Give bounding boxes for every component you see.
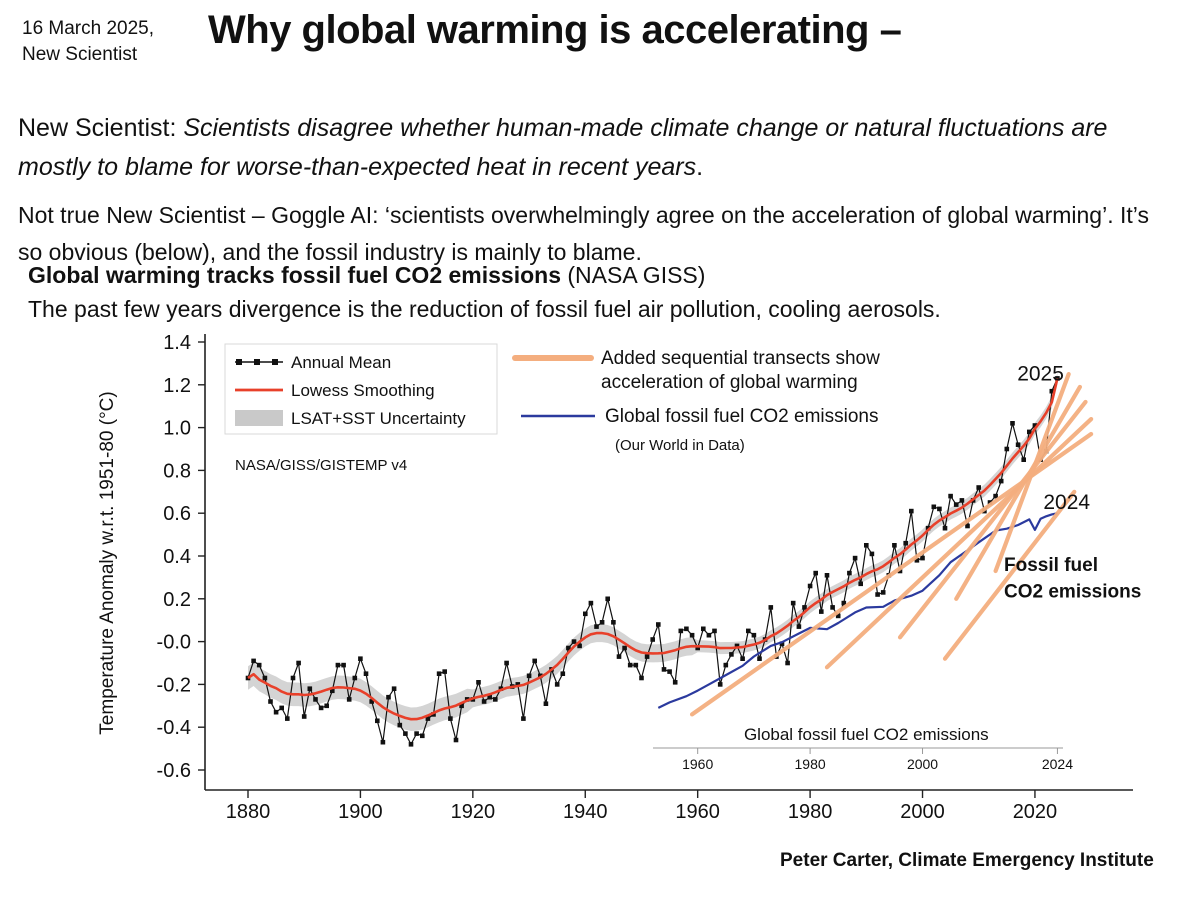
- svg-text:0.6: 0.6: [163, 503, 191, 525]
- source-label: NASA/GISS/GISTEMP v4: [235, 457, 407, 474]
- svg-text:1940: 1940: [563, 801, 608, 823]
- svg-text:1960: 1960: [682, 756, 713, 772]
- chart-subtitle: The past few years divergence is the red…: [28, 296, 941, 322]
- lowess-series: [247, 378, 1059, 721]
- svg-text:-0.4: -0.4: [157, 717, 191, 739]
- svg-text:0.8: 0.8: [163, 460, 191, 482]
- svg-text:Annual Mean: Annual Mean: [291, 353, 391, 372]
- temperature-co2-chart: 1.4 1.2 1.0 0.8 0.6 0.4 0.2 -0.0 -0.2 -0.4 -0.6 188…: [97, 332, 1141, 823]
- co2-line-label: Fossil fuel: [1004, 555, 1098, 576]
- page-title: Why global warming is accelerating –: [208, 8, 902, 52]
- chart-heading-bold: Global warming tracks fossil fuel CO2 em…: [28, 262, 561, 288]
- svg-text:Lowess Smoothing: Lowess Smoothing: [291, 381, 435, 400]
- inner-emissions-axis: 1960 1980 2000 2024 Global fossil fuel CO2 e…: [653, 725, 1073, 772]
- svg-text:-0.0: -0.0: [157, 632, 191, 654]
- svg-text:1980: 1980: [788, 801, 833, 823]
- svg-text:1960: 1960: [675, 801, 720, 823]
- svg-text:Added sequential transects sho: Added sequential transects show: [601, 348, 880, 369]
- svg-text:0.4: 0.4: [163, 546, 191, 568]
- legend-box: Annual Mean Lowess Smoothing LSAT+SST Unce…: [224, 343, 498, 474]
- overlay-legend: Added sequential transects show accelerat…: [512, 348, 880, 454]
- axes: 1.4 1.2 1.0 0.8 0.6 0.4 0.2 -0.0 -0.2 -0.4 -0.6 188…: [97, 332, 1133, 823]
- footer-credit: Peter Carter, Climate Emergency Institut…: [780, 850, 1154, 871]
- svg-text:-0.6: -0.6: [157, 760, 191, 782]
- chart-heading: Global warming tracks fossil fuel CO2 em…: [28, 262, 705, 289]
- svg-text:LSAT+SST Uncertainty: LSAT+SST Uncertainty: [291, 409, 466, 428]
- source-date-line1: 16 March 2025,: [22, 18, 155, 39]
- quote-end: .: [696, 152, 704, 181]
- svg-text:(Our World in Data): (Our World in Data): [615, 437, 745, 454]
- annotations: 2025 2024 Fossil fuel CO2 emissions: [1004, 363, 1141, 603]
- source-date: 16 March 2025, New Scientist: [22, 16, 154, 67]
- svg-text:1.0: 1.0: [163, 418, 191, 440]
- svg-text:2024: 2024: [1042, 756, 1073, 772]
- svg-text:1920: 1920: [451, 801, 496, 823]
- svg-text:Global fossil fuel CO2 emissio: Global fossil fuel CO2 emissions: [605, 406, 879, 427]
- label-2024: 2024: [1043, 491, 1090, 514]
- co2-series: [657, 512, 1058, 709]
- svg-text:-0.2: -0.2: [157, 674, 191, 696]
- svg-text:1880: 1880: [226, 801, 271, 823]
- svg-text:1.4: 1.4: [163, 332, 191, 354]
- svg-text:1.2: 1.2: [163, 375, 191, 397]
- inner-axis-title: Global fossil fuel CO2 emissions: [744, 725, 989, 744]
- source-date-line2: New Scientist: [22, 43, 138, 65]
- svg-text:1900: 1900: [338, 801, 383, 823]
- quote-italic: Scientists disagree whether human-made c…: [18, 114, 1108, 181]
- svg-text:0.2: 0.2: [163, 589, 191, 611]
- transect-lines: [689, 371, 1094, 717]
- y-axis-label: Temperature Anomaly w.r.t. 1951-80 (°C): [97, 391, 118, 734]
- svg-text:CO2 emissions: CO2 emissions: [1004, 582, 1141, 603]
- svg-text:acceleration of global warming: acceleration of global warming: [601, 372, 858, 393]
- svg-text:2020: 2020: [1013, 801, 1057, 823]
- label-2025: 2025: [1017, 363, 1064, 386]
- svg-text:2000: 2000: [907, 756, 938, 772]
- chart-heading-normal: (NASA GISS): [561, 262, 706, 288]
- new-scientist-quote: New Scientist: Scientists disagree wheth…: [18, 109, 1178, 187]
- quote-lead: New Scientist:: [18, 114, 184, 142]
- svg-text:2000: 2000: [900, 801, 945, 823]
- svg-text:1980: 1980: [795, 756, 826, 772]
- rebuttal-paragraph: Not true New Scientist – Goggle AI: ‘sci…: [18, 202, 1149, 265]
